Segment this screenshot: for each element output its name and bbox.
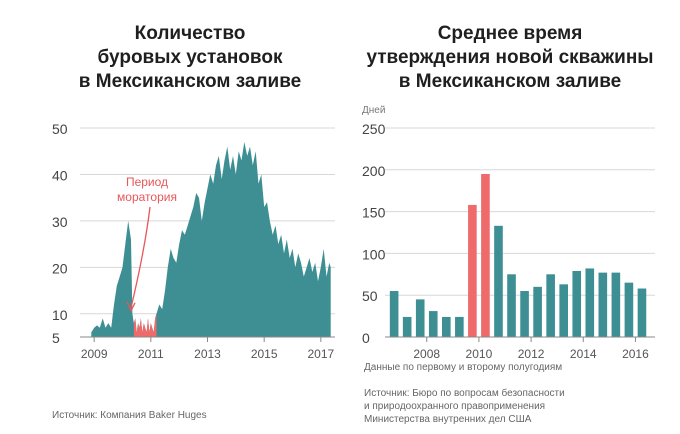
x-tick-label: 2015 [251,347,278,361]
y-tick-label: 200 [362,163,386,179]
approval-bar [572,270,582,337]
approval-bar [402,316,412,337]
right-source-line-2: и природоохранного правоприменения [364,401,546,412]
x-tick-label: 2016 [622,347,649,361]
right-title-line-3: в Мексиканском заливе [398,71,622,92]
x-tick-label: 2017 [307,347,334,361]
x-tick-label: 2012 [518,347,545,361]
left-chart-title: Количество буровых установок в Мексиканс… [40,22,340,94]
y-tick-label: 50 [52,121,68,137]
right-title-line-2: утверждения новой скважины [366,47,654,68]
y-tick-label: 150 [362,205,386,221]
y-tick-label: 0 [362,330,370,346]
approval-bar [559,284,568,337]
approval-bar [637,288,647,337]
right-source-note: Источник: Бюро по вопросам безопасности … [364,387,624,426]
x-tick-label: 2013 [194,347,221,361]
left-title-line-2: буровых установок [97,47,283,68]
left-title-line-1: Количество [134,23,246,44]
annotation-arrow [130,206,151,308]
approval-bar [428,311,438,337]
y-tick-label: 30 [52,214,68,230]
approval-bar [494,225,503,337]
approval-bar [624,282,634,337]
approval-bar [481,173,490,337]
y-tick-label: 50 [362,288,378,304]
approval-time-bar-chart: 0 50 100 150 200 250 Дней 2008 2010 2012 2014 2016 [362,105,655,361]
moratorium-area [133,313,157,337]
y-tick-label: 20 [52,260,68,276]
approval-bar [585,268,595,337]
approval-bar [598,272,608,337]
y-tick-label: 250 [362,121,386,137]
y-tick-label: 40 [52,167,68,183]
right-source-line-3: Министерства внутренних дел США [364,414,532,425]
left-source-note: Источник: Компания Baker Huges [52,410,207,421]
annotation-line-2: моратория [117,190,177,204]
y-tick-label: 10 [52,307,68,323]
x-tick-label: 2009 [81,347,108,361]
approval-bar [389,291,399,337]
approval-bar [468,204,477,337]
x-tick-label: 2011 [138,347,164,361]
approval-bar [546,274,555,337]
right-source-line-1: Источник: Бюро по вопросам безопасности [364,388,565,399]
approval-bar [455,316,464,337]
annotation-line-1: Период [126,175,168,189]
rig-count-area [91,141,331,337]
left-title-line-3: в Мексиканском заливе [78,71,302,92]
approval-bar [442,316,451,337]
y-tick-label: 5 [52,330,60,346]
right-data-note: Данные по первому и второму полугодиям [364,362,563,373]
x-tick-label: 2010 [466,347,493,361]
approval-bar [533,286,542,337]
annotation-arrow-head [126,301,136,313]
approval-bar [520,291,529,337]
x-tick-label: 2014 [570,347,597,361]
approval-bar [415,299,425,337]
y-axis-label: Дней [362,105,385,116]
rig-count-area-chart: 5 10 20 30 40 50 2009 2011 2013 2015 2017 Периодмор… [52,121,335,361]
y-tick-label: 100 [362,246,386,262]
right-chart-title: Среднее время утверждения новой скважины… [340,22,680,94]
right-title-line-1: Среднее время [437,23,583,44]
approval-bar [611,272,621,337]
approval-bar [507,274,516,337]
x-tick-label: 2008 [413,347,440,361]
